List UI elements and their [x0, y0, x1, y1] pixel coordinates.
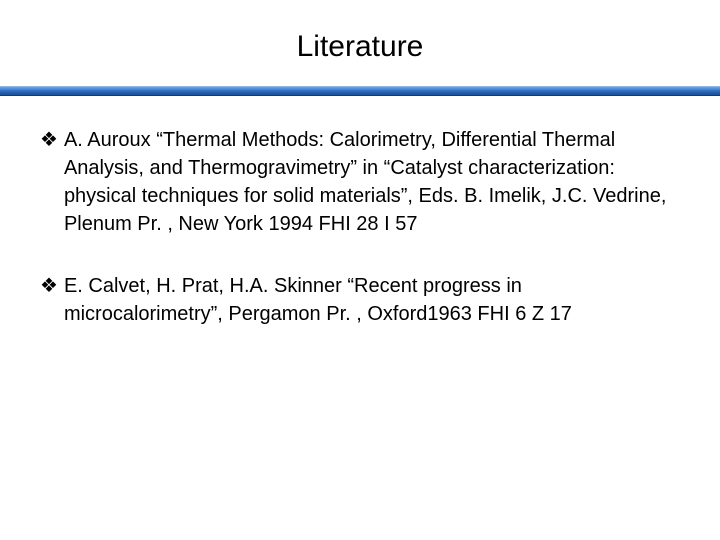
- bullet-icon: ❖: [40, 126, 58, 238]
- reference-text: A. Auroux “Thermal Methods: Calorimetry,…: [64, 126, 680, 238]
- bullet-icon: ❖: [40, 272, 58, 328]
- title-divider: [0, 86, 720, 96]
- slide-title: Literature: [0, 0, 720, 86]
- list-item: ❖ A. Auroux “Thermal Methods: Calorimetr…: [40, 126, 680, 238]
- list-item: ❖ E. Calvet, H. Prat, H.A. Skinner “Rece…: [40, 272, 680, 328]
- content-area: ❖ A. Auroux “Thermal Methods: Calorimetr…: [0, 96, 720, 328]
- reference-text: E. Calvet, H. Prat, H.A. Skinner “Recent…: [64, 272, 680, 328]
